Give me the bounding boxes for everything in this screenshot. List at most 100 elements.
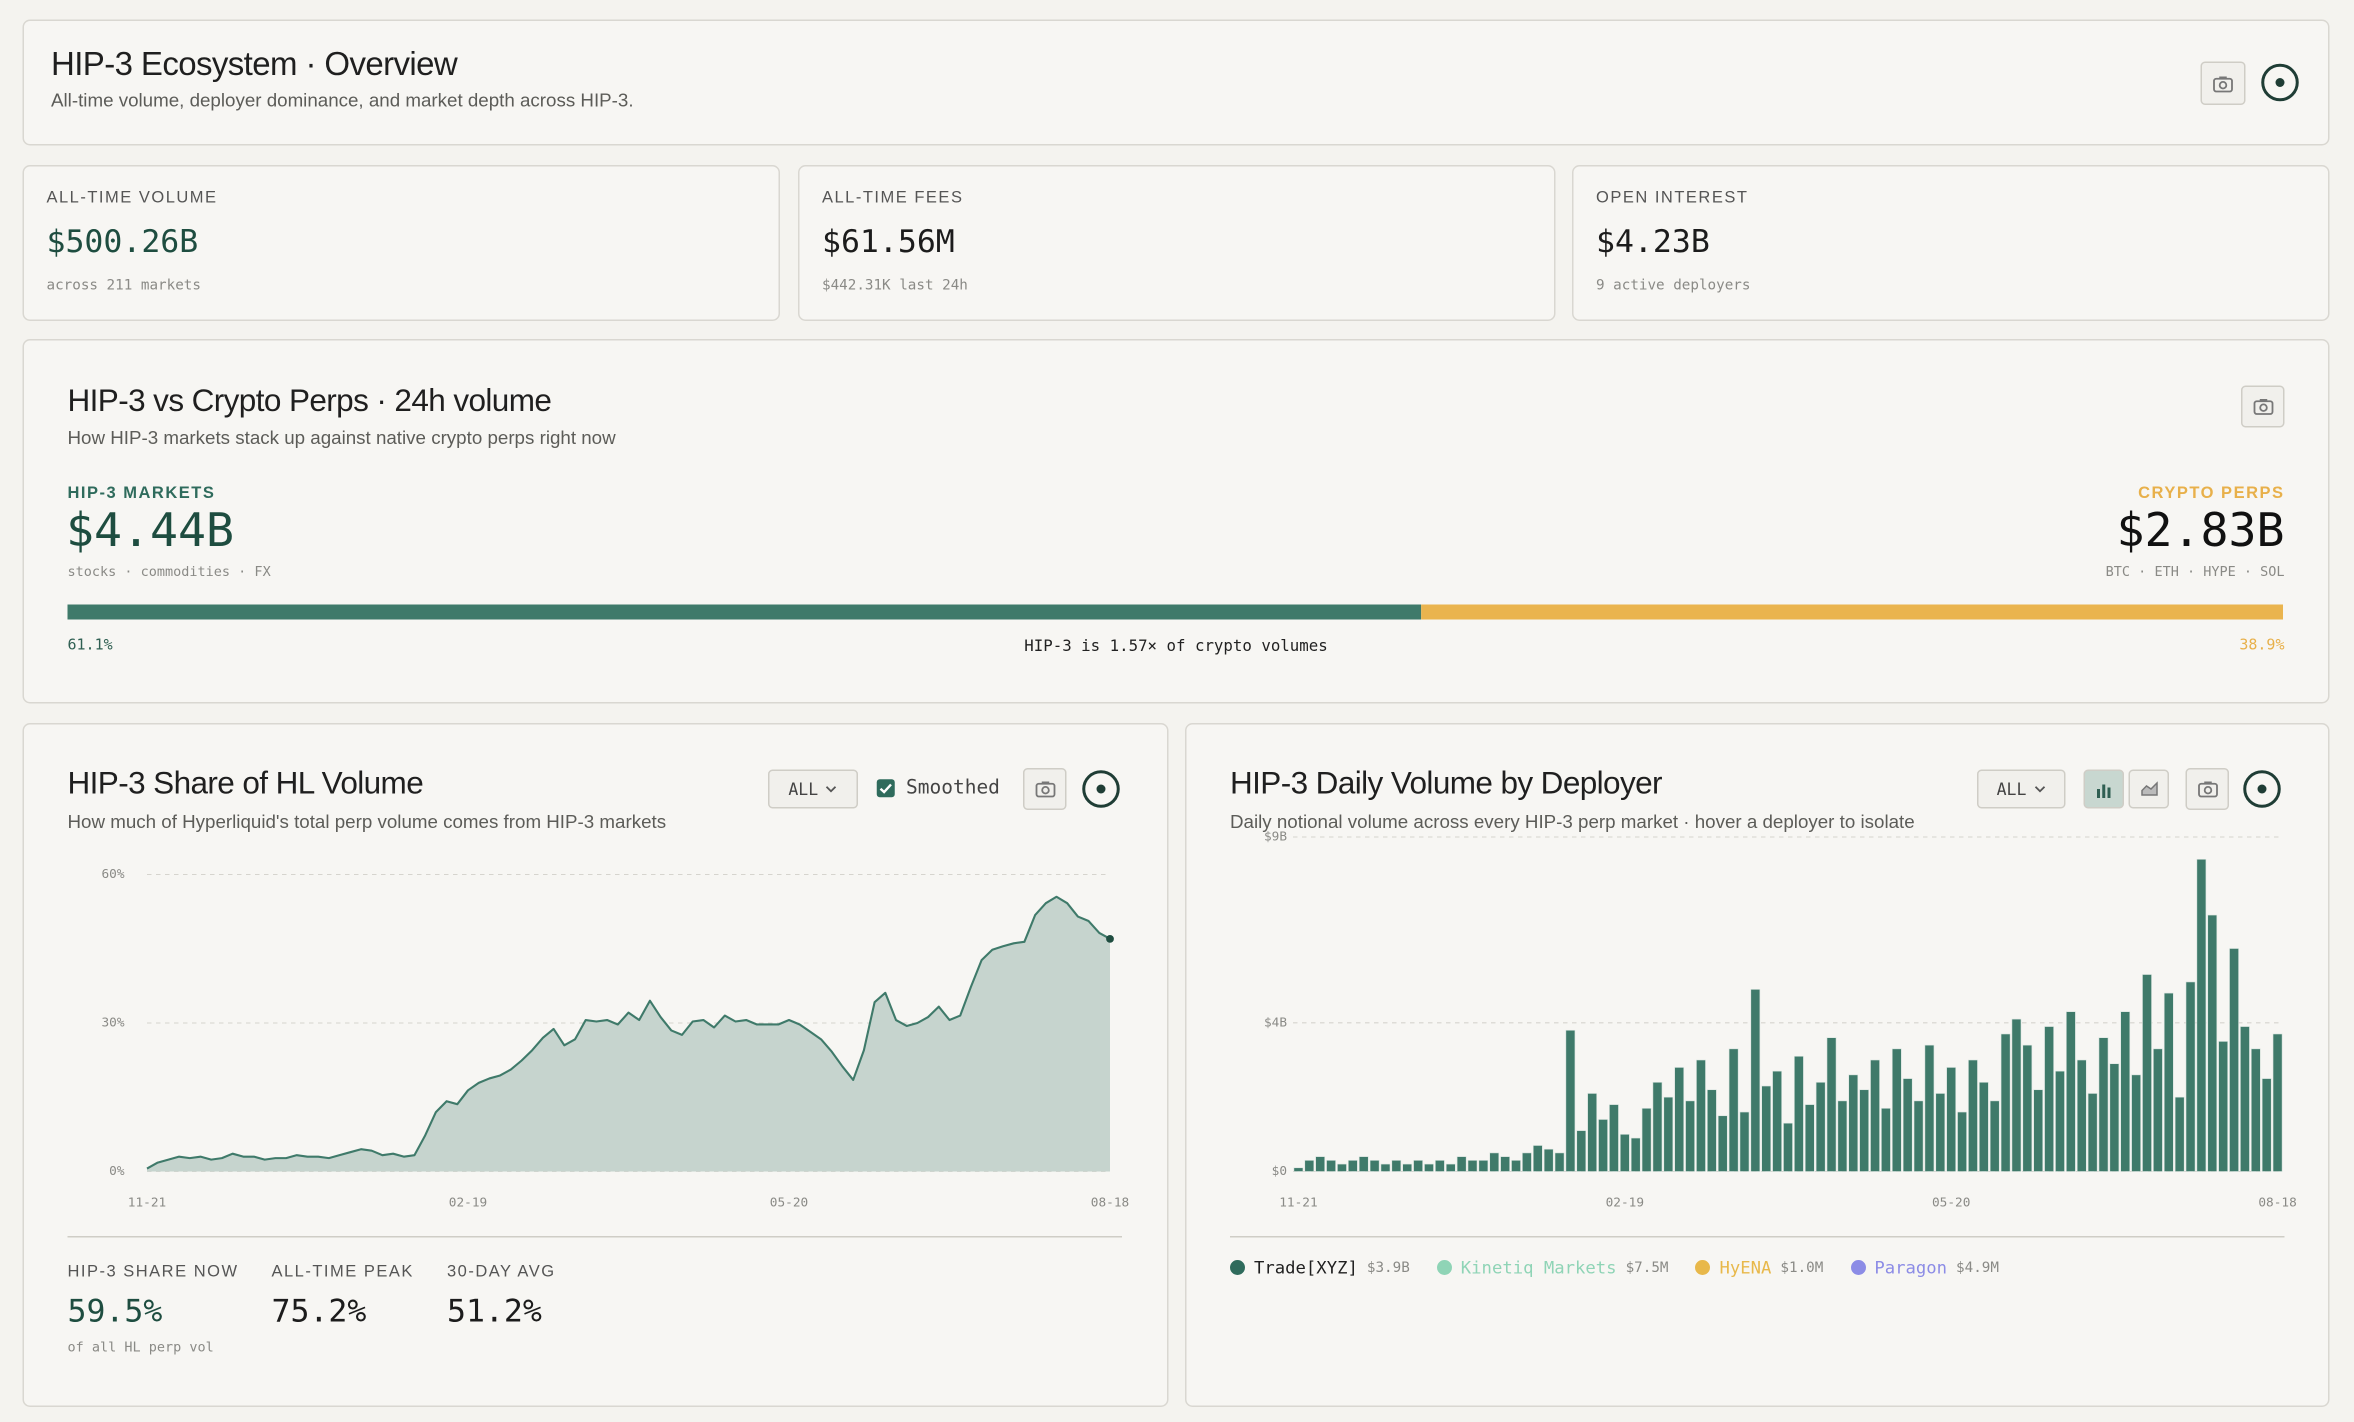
bar <box>1315 1156 1326 1172</box>
bar <box>2098 1037 2109 1172</box>
page-subtitle: All-time volume, deployer dominance, and… <box>51 90 634 111</box>
legend-swatch <box>1230 1260 1245 1275</box>
kpi-card <box>22 165 780 321</box>
camera-icon <box>1034 781 1055 798</box>
y-tick-label: $0 <box>1272 1164 1287 1179</box>
bar <box>1293 1167 1304 1172</box>
bar <box>2229 948 2239 1172</box>
bar <box>2055 1070 2065 1172</box>
bar <box>1696 1059 1706 1172</box>
page-title: HIP-3 Ecosystem · Overview <box>51 45 458 83</box>
bar <box>1391 1160 1402 1172</box>
bar-view-toggle[interactable] <box>2083 769 2124 809</box>
x-tick-label: 11-21 <box>128 1196 166 1211</box>
chart-title: HIP-3 Share of HL Volume <box>67 766 424 801</box>
camera-icon <box>2197 781 2218 798</box>
bar <box>1978 1081 1989 1172</box>
live-button[interactable] <box>1082 770 1121 809</box>
bar <box>1435 1160 1445 1172</box>
chevron <box>2034 786 2046 793</box>
bar <box>1369 1160 1380 1172</box>
bar <box>1826 1037 1837 1172</box>
legend-item[interactable]: Kinetiq Markets $7.5M <box>1436 1257 1668 1278</box>
bar <box>1902 1078 1913 1172</box>
comparison-title: HIP-3 vs Crypto Perps · 24h volume <box>67 384 552 419</box>
kpi-label: ALL-TIME VOLUME <box>46 189 218 207</box>
legend-total: $4.9M <box>1956 1259 1999 1276</box>
bar <box>2022 1044 2033 1172</box>
camera-button[interactable] <box>2200 61 2246 105</box>
smoothed-checkbox[interactable] <box>876 779 896 799</box>
legend-item[interactable]: HyENA $1.0M <box>1695 1257 1823 1278</box>
bar <box>1554 1152 1565 1172</box>
bar <box>1750 989 1761 1172</box>
y-tick-label: 30% <box>101 1016 124 1031</box>
smoothed-label[interactable]: Smoothed <box>906 777 1000 800</box>
kpi-card <box>798 165 1556 321</box>
bar <box>1935 1093 1946 1172</box>
live-button[interactable] <box>2243 770 2282 809</box>
bar <box>1968 1059 1978 1172</box>
bar <box>1989 1100 2000 1172</box>
bar <box>2240 1026 2250 1172</box>
x-tick-label: 02-19 <box>1606 1196 1644 1211</box>
bar <box>2011 1018 2022 1172</box>
live-button[interactable] <box>2261 63 2300 102</box>
bar <box>1717 1115 1728 1172</box>
bar <box>1870 1059 1880 1172</box>
bar <box>2109 1063 2120 1172</box>
bar <box>1424 1163 1434 1172</box>
range-dropdown[interactable]: ALL <box>768 769 858 809</box>
kpi-label: ALL-TIME FEES <box>822 189 964 207</box>
bar <box>2261 1078 2272 1172</box>
x-tick-label: 05-20 <box>770 1196 808 1211</box>
bar <box>1609 1104 1619 1172</box>
legend-swatch <box>1695 1260 1711 1275</box>
stat-value: 51.2% <box>447 1293 542 1329</box>
legend-total: $1.0M <box>1780 1259 1824 1276</box>
legend-item[interactable]: Trade[XYZ] $3.9B <box>1230 1257 1410 1278</box>
area-view-toggle[interactable] <box>2128 769 2169 809</box>
bar <box>2174 1096 2185 1172</box>
bar <box>1707 1089 1717 1172</box>
camera-button[interactable] <box>1023 768 1067 810</box>
end-point <box>1106 934 1114 943</box>
bar <box>2163 992 2174 1172</box>
range-dropdown[interactable]: ALL <box>1977 769 2066 809</box>
camera-button[interactable] <box>2185 768 2229 810</box>
bar <box>1881 1108 1891 1172</box>
kpi-note: $442.31K last 24h <box>822 277 968 294</box>
hip3-label: HIP-3 MARKETS <box>67 484 216 503</box>
bar <box>2044 1026 2054 1172</box>
y-tick-label: $9B <box>1264 830 1287 845</box>
x-tick-label: 08-18 <box>2258 1196 2296 1211</box>
bar <box>1619 1134 1630 1172</box>
camera-button[interactable] <box>2241 385 2285 428</box>
bar <box>2250 1048 2261 1172</box>
bar <box>1685 1100 1695 1172</box>
bar <box>2033 1089 2044 1172</box>
bar <box>1522 1152 1532 1172</box>
area-icon <box>2140 781 2157 796</box>
bar <box>1848 1074 1859 1172</box>
kpi-value: $500.26B <box>46 223 199 260</box>
bar <box>1674 1067 1685 1172</box>
y-tick-label: 60% <box>101 867 124 882</box>
bar <box>1576 1130 1587 1172</box>
bar <box>2185 981 2196 1172</box>
legend-item[interactable]: Paragon $4.9M <box>1850 1257 1999 1278</box>
range-label: ALL <box>1996 779 2027 799</box>
bar <box>1913 1100 1924 1172</box>
bar <box>2196 858 2207 1172</box>
bar <box>1543 1148 1554 1172</box>
range-label: ALL <box>788 779 819 799</box>
chart-subtitle: Daily notional volume across every HIP-3… <box>1230 811 1915 833</box>
bar <box>1532 1145 1543 1172</box>
header-card <box>22 19 2330 146</box>
legend: Trade[XYZ] $3.9B Kinetiq Markets $7.5M HyENA… <box>1230 1257 1999 1278</box>
hip3-share-bar <box>67 604 1422 620</box>
bar <box>1783 1122 1793 1172</box>
bar <box>1347 1160 1358 1172</box>
